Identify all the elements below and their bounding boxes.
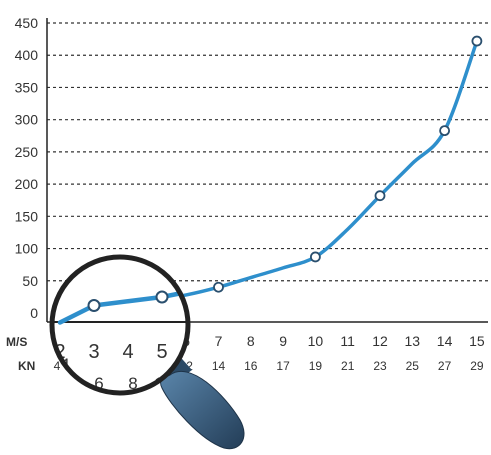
data-point bbox=[471, 35, 483, 47]
x-tick-label-kn: 25 bbox=[406, 359, 420, 373]
kn-row-label: KN bbox=[18, 359, 35, 373]
x-tick-label-kn: 19 bbox=[309, 359, 323, 373]
x-tick-label-kn: 27 bbox=[438, 359, 452, 373]
lens-ms-tick: 4 bbox=[122, 341, 133, 363]
lens-kn-tick: 8 bbox=[128, 374, 137, 393]
y-tick-label: 350 bbox=[15, 79, 39, 95]
x-tick-label-ms: 14 bbox=[437, 333, 453, 349]
y-tick-label: 50 bbox=[22, 273, 38, 289]
lens-data-point bbox=[87, 299, 101, 312]
magnifier: 2345646810 bbox=[49, 254, 245, 450]
x-tick-label-ms: 11 bbox=[340, 333, 355, 349]
x-tick-label-kn: 4 bbox=[54, 359, 61, 373]
lens-series-line bbox=[57, 287, 188, 325]
y-tick-label: 200 bbox=[15, 176, 39, 192]
y-tick-label: 0 bbox=[30, 305, 38, 321]
magnifier-lens-rim bbox=[49, 254, 191, 396]
lens-kn-tick: 6 bbox=[94, 374, 103, 393]
x-tick-label-kn: 14 bbox=[212, 359, 226, 373]
data-point bbox=[439, 125, 451, 137]
magnifier-grip-icon bbox=[160, 370, 245, 450]
x-tick-label-ms: 12 bbox=[372, 333, 388, 349]
x-tick-label-ms: 8 bbox=[247, 333, 255, 349]
x-tick-label-kn: 23 bbox=[373, 359, 387, 373]
y-tick-label: 100 bbox=[15, 241, 39, 257]
data-point bbox=[309, 251, 321, 263]
x-tick-label-kn: 16 bbox=[244, 359, 258, 373]
magnifier-lens-background bbox=[52, 257, 188, 393]
data-point bbox=[213, 281, 224, 293]
y-axis-ticks: 0 50 100 150 200 250 300 350 400 450 bbox=[15, 15, 39, 321]
x-tick-label-ms: 10 bbox=[308, 333, 324, 349]
x-tick-label-kn: 29 bbox=[470, 359, 484, 373]
lens-ms-tick: 5 bbox=[156, 341, 167, 363]
y-tick-label: 250 bbox=[15, 144, 39, 160]
ms-row-label: M/S bbox=[6, 335, 27, 349]
y-tick-label: 400 bbox=[15, 47, 39, 63]
x-tick-label-ms: 7 bbox=[215, 333, 223, 349]
y-tick-label: 450 bbox=[15, 15, 39, 31]
y-tick-label: 300 bbox=[15, 112, 39, 128]
x-tick-label-ms: 15 bbox=[469, 333, 485, 349]
grid-lines bbox=[47, 22, 488, 282]
y-tick-label: 150 bbox=[15, 208, 39, 224]
lens-ms-tick: 3 bbox=[88, 341, 99, 363]
data-point bbox=[374, 190, 386, 202]
lens-data-point bbox=[155, 290, 169, 304]
x-tick-label-kn: 17 bbox=[276, 359, 290, 373]
x-tick-label-ms: 13 bbox=[405, 333, 421, 349]
x-tick-label-ms: 9 bbox=[279, 333, 287, 349]
x-tick-label-kn: 21 bbox=[341, 359, 355, 373]
